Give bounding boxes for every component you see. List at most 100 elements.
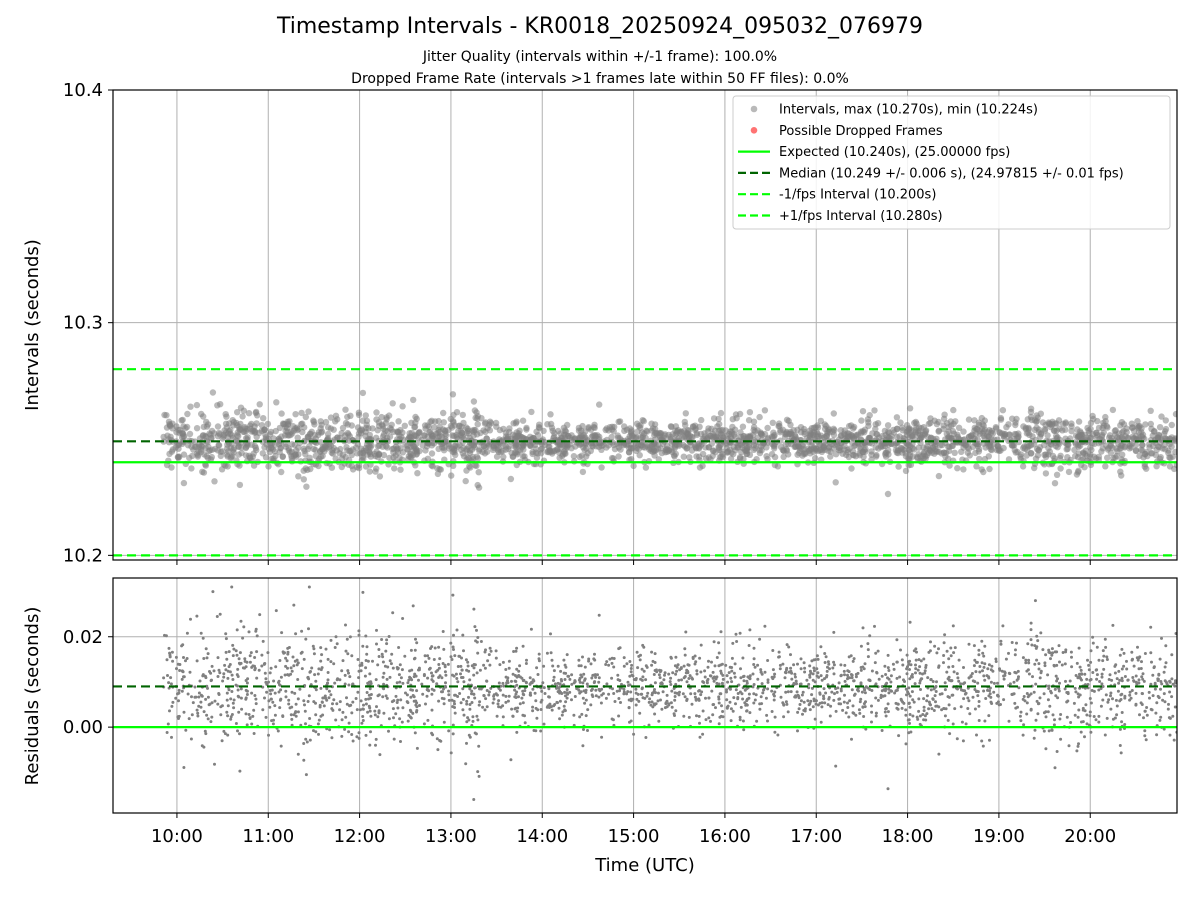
residual-point bbox=[581, 655, 584, 659]
residual-point bbox=[752, 683, 756, 686]
residual-point bbox=[265, 690, 269, 694]
residual-point bbox=[1007, 719, 1011, 723]
residual-point bbox=[996, 681, 999, 685]
residual-point bbox=[1100, 672, 1104, 676]
interval-point bbox=[866, 434, 873, 442]
interval-point bbox=[551, 447, 558, 454]
interval-point bbox=[492, 419, 500, 427]
interval-point bbox=[163, 461, 171, 469]
interval-point bbox=[758, 447, 765, 454]
residual-point bbox=[622, 690, 626, 694]
interval-point bbox=[412, 462, 419, 469]
interval-point bbox=[338, 430, 345, 437]
residual-point bbox=[931, 680, 935, 683]
residual-point bbox=[725, 698, 729, 702]
interval-point bbox=[797, 424, 805, 431]
residual-point bbox=[1088, 710, 1092, 714]
interval-point bbox=[453, 434, 460, 441]
interval-point bbox=[449, 391, 457, 398]
residual-point bbox=[1026, 642, 1030, 646]
interval-point bbox=[366, 468, 373, 475]
residual-point bbox=[1170, 695, 1174, 699]
residual-point bbox=[814, 702, 818, 706]
interval-point bbox=[382, 420, 389, 427]
residual-point bbox=[210, 715, 214, 719]
residual-point bbox=[264, 715, 268, 719]
residual-point bbox=[299, 723, 303, 727]
residual-point bbox=[399, 698, 403, 702]
residual-point bbox=[267, 680, 270, 684]
residual-point bbox=[1107, 698, 1111, 702]
residual-point bbox=[987, 675, 990, 679]
residual-point bbox=[918, 681, 922, 685]
residual-point bbox=[738, 718, 742, 722]
residual-point bbox=[893, 691, 897, 695]
residual-point bbox=[600, 735, 604, 739]
residual-point bbox=[560, 679, 564, 683]
residual-point bbox=[707, 696, 711, 700]
residual-point bbox=[925, 712, 929, 716]
residual-point bbox=[552, 675, 556, 679]
interval-point bbox=[1094, 417, 1101, 425]
residual-point bbox=[170, 704, 174, 708]
interval-point bbox=[359, 389, 367, 397]
interval-point bbox=[486, 441, 493, 448]
residual-point bbox=[670, 705, 674, 709]
interval-point bbox=[785, 451, 792, 458]
interval-point bbox=[511, 443, 518, 450]
residual-point bbox=[211, 590, 215, 594]
interval-point bbox=[404, 446, 412, 453]
residual-point bbox=[1075, 749, 1079, 753]
interval-point bbox=[282, 443, 290, 450]
residual-point bbox=[794, 679, 798, 683]
residual-point bbox=[331, 708, 335, 712]
interval-point bbox=[399, 403, 406, 410]
residual-point bbox=[226, 733, 230, 737]
residual-point bbox=[914, 671, 917, 675]
residual-point bbox=[789, 666, 793, 670]
residual-point bbox=[344, 649, 348, 653]
interval-point bbox=[965, 445, 973, 452]
residual-point bbox=[547, 687, 551, 691]
residual-point bbox=[191, 701, 195, 705]
residual-point bbox=[426, 676, 430, 680]
residual-point bbox=[693, 662, 697, 666]
residual-point bbox=[597, 676, 601, 680]
interval-point bbox=[799, 452, 806, 459]
residual-point bbox=[943, 714, 947, 718]
residual-point bbox=[187, 717, 191, 721]
residual-point bbox=[589, 703, 593, 707]
residual-point bbox=[1055, 650, 1059, 654]
residual-point bbox=[190, 713, 194, 717]
residual-point bbox=[622, 664, 626, 668]
residual-point bbox=[971, 695, 975, 699]
residual-point bbox=[1118, 678, 1122, 682]
residual-point bbox=[1095, 668, 1099, 672]
residual-point bbox=[1018, 714, 1022, 718]
residual-point bbox=[698, 721, 701, 725]
bottom-y-tick-label: 0.02 bbox=[63, 627, 103, 648]
residual-point bbox=[253, 694, 257, 697]
residual-point bbox=[680, 678, 683, 682]
residual-point bbox=[717, 651, 721, 655]
interval-point bbox=[769, 419, 776, 426]
residual-point bbox=[202, 710, 206, 714]
residual-point bbox=[1044, 747, 1048, 751]
interval-point bbox=[948, 435, 955, 442]
residual-point bbox=[828, 667, 831, 671]
residual-point bbox=[412, 699, 416, 703]
residual-point bbox=[983, 644, 987, 648]
residual-point bbox=[739, 705, 743, 709]
residual-point bbox=[1143, 709, 1147, 713]
residual-point bbox=[1137, 678, 1141, 682]
residual-point bbox=[364, 733, 368, 737]
residual-point bbox=[1104, 693, 1108, 697]
residual-point bbox=[176, 692, 179, 696]
interval-point bbox=[905, 438, 912, 446]
interval-point bbox=[286, 449, 294, 456]
residual-point bbox=[1029, 628, 1033, 632]
residual-point bbox=[197, 691, 201, 695]
residual-point bbox=[305, 740, 309, 744]
residual-point bbox=[635, 650, 639, 654]
interval-point bbox=[1037, 433, 1044, 441]
